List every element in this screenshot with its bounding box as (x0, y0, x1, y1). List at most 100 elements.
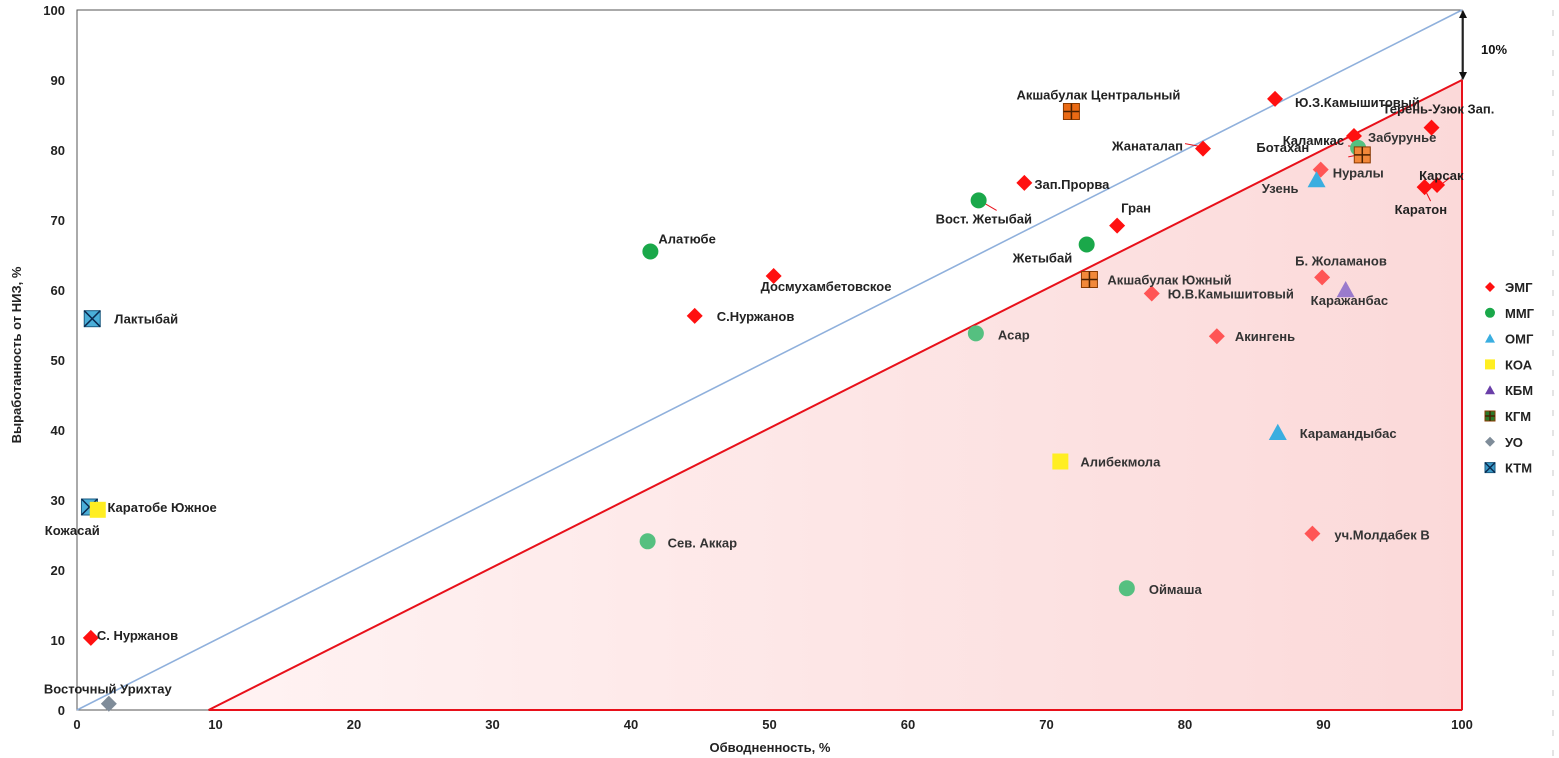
data-point (1416, 179, 1433, 196)
x-tick-label: 0 (73, 717, 80, 732)
data-point (1078, 236, 1095, 253)
legend-marker-icon (1485, 282, 1495, 292)
data-label: Кожасай (45, 523, 100, 538)
data-label: Вост. Жетыбай (936, 211, 1032, 226)
leader-line (1442, 176, 1452, 184)
data-point (89, 501, 106, 518)
data-point (967, 325, 984, 342)
x-tick-label: 60 (901, 717, 915, 732)
data-label: Каратон (1395, 202, 1447, 217)
y-tick-label: 20 (51, 563, 65, 578)
y-tick-label: 70 (51, 213, 65, 228)
data-label: Ботахан (1256, 140, 1309, 155)
data-label: Зап.Прорва (1034, 177, 1110, 192)
legend-label: КТМ (1505, 461, 1532, 476)
data-label: Акшабулак Южный (1107, 273, 1231, 288)
diagonal-reference-line (76, 9, 1463, 711)
data-point (639, 533, 656, 550)
data-label: Алибекмола (1080, 455, 1161, 470)
y-axis-title: Выработанность от НИЗ, % (9, 266, 24, 443)
x-tick-label: 90 (1316, 717, 1330, 732)
legend-item: КОА (1485, 357, 1533, 372)
y-tick-label: 60 (51, 283, 65, 298)
y-tick-label: 100 (43, 3, 65, 18)
x-tick-label: 100 (1451, 717, 1473, 732)
data-label: Каратобе Южное (107, 500, 216, 515)
legend-marker-icon (1485, 333, 1495, 343)
legend-label: УО (1505, 435, 1523, 450)
data-point (1304, 525, 1321, 542)
legend-item: ЭМГ (1485, 280, 1533, 295)
legend-marker-icon (1485, 385, 1495, 395)
data-label: Лактыбай (114, 312, 178, 327)
x-tick-label: 10 (208, 717, 222, 732)
data-label: Оймаша (1149, 582, 1203, 597)
data-label: С.Нуржанов (717, 309, 795, 324)
data-point (686, 307, 703, 324)
data-point (1118, 580, 1135, 597)
data-label: Акингень (1235, 329, 1295, 344)
data-point (1353, 146, 1371, 164)
data-label: Ю.З.Камышитовый (1295, 95, 1420, 110)
data-label: Гран (1121, 201, 1151, 216)
data-label: Нуралы (1333, 166, 1384, 181)
y-tick-label: 90 (51, 73, 65, 88)
data-point (1208, 328, 1225, 345)
data-label: Жанаталап (1111, 139, 1183, 154)
data-label: Забурунье (1368, 130, 1436, 145)
data-point (970, 192, 987, 209)
legend-marker-icon (1485, 307, 1495, 318)
data-point (83, 310, 101, 328)
data-label: Ю.В.Камышитовый (1168, 287, 1294, 302)
data-point (1423, 119, 1440, 136)
ten-percent-annotation: 10% (1481, 42, 1507, 57)
legend-item: КГМ (1484, 409, 1531, 424)
legend-marker-icon (1485, 359, 1495, 370)
data-point (100, 695, 117, 712)
legend-label: ММГ (1505, 306, 1535, 321)
data-label: Карамандыбас (1300, 426, 1397, 441)
data-label: Карсак (1419, 168, 1464, 183)
x-tick-labels: 0 10 20 30 40 50 60 70 80 90 100 (73, 717, 1472, 732)
data-point (1109, 217, 1126, 234)
data-label: Узень (1262, 181, 1299, 196)
data-point (642, 243, 659, 260)
data-point (1195, 140, 1212, 157)
leader-line (984, 202, 997, 211)
data-point (1016, 174, 1033, 191)
data-point (1143, 285, 1160, 302)
data-label: уч.Молдабек В (1334, 528, 1429, 543)
legend-label: ОМГ (1505, 332, 1534, 347)
boundary-reference-line (208, 79, 1463, 711)
x-tick-label: 40 (624, 717, 638, 732)
y-tick-labels: 0 10 20 30 40 50 60 70 80 90 100 (43, 3, 65, 718)
y-tick-label: 0 (58, 703, 65, 718)
data-label: Терень-Узюк Зап. (1383, 102, 1495, 117)
x-tick-label: 70 (1039, 717, 1053, 732)
data-point (1314, 269, 1331, 286)
data-label: Б. Жоламанов (1295, 253, 1387, 268)
x-tick-label: 80 (1178, 717, 1192, 732)
y-tick-label: 30 (51, 493, 65, 508)
data-point (765, 268, 782, 284)
data-label: Акшабулак Центральный (1016, 88, 1180, 103)
legend-item: УО (1485, 435, 1523, 450)
legend-item: КБМ (1485, 383, 1533, 398)
x-tick-label: 20 (347, 717, 361, 732)
leader-line (1426, 192, 1432, 202)
arrow-head-down-icon (1459, 72, 1467, 80)
y-tick-label: 80 (51, 143, 65, 158)
data-label: Каламкас (1283, 133, 1344, 148)
data-label: Асар (998, 327, 1030, 342)
legend-item: ММГ (1485, 306, 1535, 321)
legend-label: ЭМГ (1505, 280, 1533, 295)
y-tick-label: 50 (51, 353, 65, 368)
data-point (1429, 177, 1446, 193)
data-label: Алатюбе (658, 232, 715, 247)
data-point (1268, 423, 1287, 440)
legend-label: КБМ (1505, 383, 1533, 398)
data-label: Досмухамбетовское (761, 279, 892, 294)
data-point (1267, 90, 1284, 107)
